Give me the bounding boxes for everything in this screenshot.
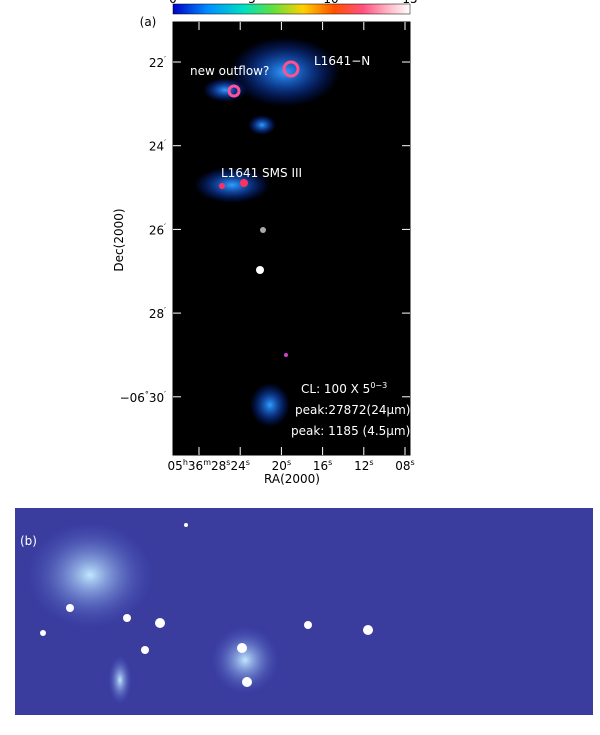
- text-part: 28: [149, 307, 164, 321]
- panel-label: (a): [140, 15, 157, 29]
- x-tick-label: 12s: [354, 458, 373, 473]
- superscript: °: [145, 390, 149, 399]
- contour-note: CL: 100 X 50−3: [301, 381, 387, 396]
- text-part: 20: [272, 459, 287, 473]
- superscript: 0−3: [370, 381, 387, 390]
- superscript: ′: [164, 222, 166, 231]
- text-part: 08: [395, 459, 410, 473]
- x-axis-label: RA(2000): [264, 472, 320, 486]
- peak-note: peak: 1185 (4.5μm): [291, 424, 410, 438]
- text-part: 28: [211, 459, 226, 473]
- annotation: new outflow?: [190, 64, 269, 78]
- text-part: 12: [354, 459, 369, 473]
- superscript: ′: [164, 55, 166, 64]
- emission: [25, 520, 373, 705]
- superscript: ′: [164, 139, 166, 148]
- superscript: s: [411, 458, 415, 467]
- text-part: 16: [313, 459, 328, 473]
- panel-label: (b): [20, 534, 37, 548]
- annotation: L1641 SMS III: [221, 166, 302, 180]
- x-tick-label: 16s: [313, 458, 332, 473]
- text-part: 22: [149, 56, 164, 70]
- colorbar: [172, 3, 411, 15]
- superscript: s: [226, 458, 230, 467]
- superscript: s: [369, 458, 373, 467]
- colorbar-tick-label: 0: [169, 0, 177, 6]
- y-tick-label: 28′: [149, 306, 166, 321]
- frame-a: [172, 21, 411, 456]
- text-part: 26: [149, 223, 164, 237]
- superscript: s: [246, 458, 250, 467]
- text-part: 36: [188, 459, 203, 473]
- text-part: 05: [168, 459, 183, 473]
- colorbar-tick-label: 10: [323, 0, 338, 6]
- text-part: 30: [149, 391, 164, 405]
- y-tick-label: 24′: [149, 139, 166, 154]
- superscript: ′: [164, 390, 166, 399]
- text-part: CL: 100 X 5: [301, 382, 370, 396]
- superscript: m: [203, 458, 211, 467]
- superscript: ′: [164, 306, 166, 315]
- annotation: L1641−N: [314, 54, 370, 68]
- y-axis-label: Dec(2000): [112, 208, 126, 271]
- superscript: h: [183, 458, 188, 467]
- y-tick-label: 22′: [149, 55, 166, 70]
- y-tick-label: 26′: [149, 222, 166, 237]
- text-part: −06: [120, 391, 145, 405]
- text-part: 24: [230, 459, 245, 473]
- colorbar-tick-label: 5: [248, 0, 256, 6]
- superscript: s: [328, 458, 332, 467]
- x-tick-label: 24s: [230, 458, 249, 473]
- superscript: s: [287, 458, 291, 467]
- x-tick-label: 20s: [272, 458, 291, 473]
- text-part: 24: [149, 140, 164, 154]
- colorbar-tick-label: 15: [402, 0, 417, 6]
- y-tick-label: −06°30′: [120, 390, 167, 405]
- emission: [194, 37, 340, 427]
- x-tick-label: 08s: [395, 458, 414, 473]
- x-tick-label: 05h36m28s: [168, 458, 231, 473]
- peak-note: peak:27872(24μm): [295, 403, 410, 417]
